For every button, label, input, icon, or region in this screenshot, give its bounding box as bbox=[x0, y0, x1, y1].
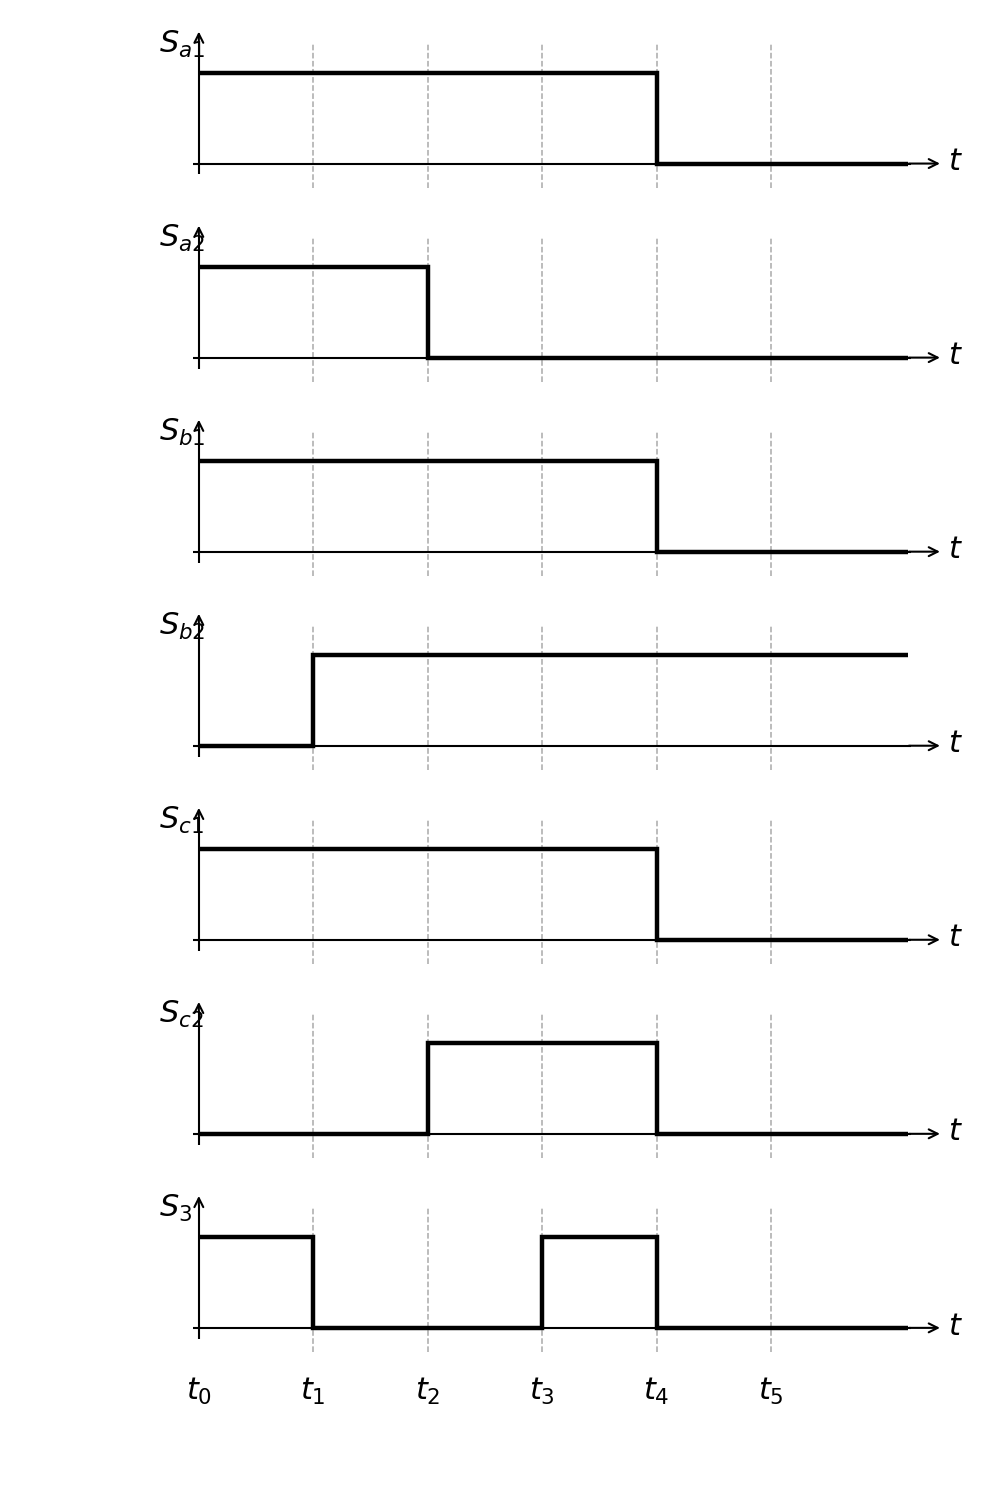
Text: $S_{b2}$: $S_{b2}$ bbox=[159, 610, 205, 642]
Text: $t$: $t$ bbox=[949, 923, 963, 953]
Text: $t_3$: $t_3$ bbox=[529, 1376, 555, 1408]
Text: $S_3$: $S_3$ bbox=[159, 1194, 192, 1224]
Text: $S_{b1}$: $S_{b1}$ bbox=[159, 417, 205, 447]
Text: $t$: $t$ bbox=[949, 1310, 963, 1342]
Text: $t$: $t$ bbox=[949, 534, 963, 565]
Text: $t_1$: $t_1$ bbox=[300, 1376, 326, 1408]
Text: $t_2$: $t_2$ bbox=[415, 1376, 441, 1408]
Text: $t$: $t$ bbox=[949, 340, 963, 371]
Text: $t$: $t$ bbox=[949, 1116, 963, 1147]
Text: $t_0$: $t_0$ bbox=[186, 1376, 212, 1408]
Text: $t_5$: $t_5$ bbox=[758, 1376, 784, 1408]
Text: $t$: $t$ bbox=[949, 147, 963, 177]
Text: $S_{a2}$: $S_{a2}$ bbox=[159, 223, 204, 254]
Text: $S_{a1}$: $S_{a1}$ bbox=[159, 28, 205, 60]
Text: $S_{c2}$: $S_{c2}$ bbox=[159, 999, 203, 1031]
Text: $t_4$: $t_4$ bbox=[643, 1376, 670, 1408]
Text: $t$: $t$ bbox=[949, 729, 963, 760]
Text: $S_{c1}$: $S_{c1}$ bbox=[159, 805, 203, 836]
